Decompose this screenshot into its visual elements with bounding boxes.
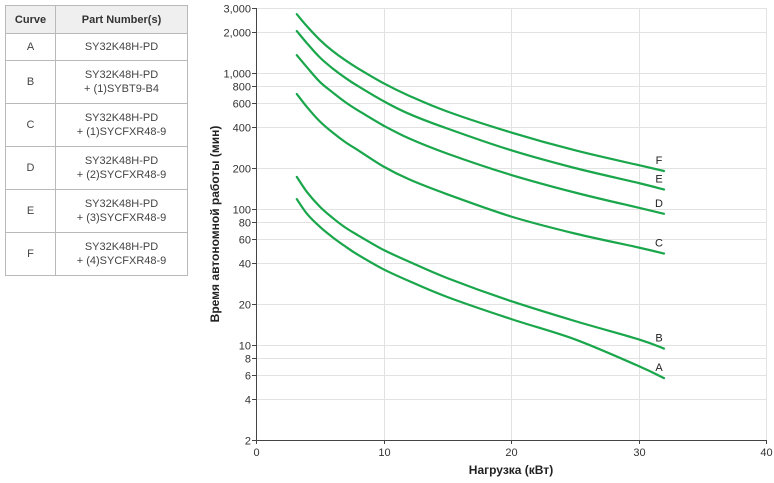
series-label-c: C (655, 238, 663, 250)
part-number-line: SY32K48H-PD (84, 241, 159, 253)
series-label-b: B (655, 333, 662, 345)
part-number-line: + (1)SYBT9-B4 (84, 83, 159, 95)
x-tick-label: 30 (633, 447, 645, 459)
legend-part-cell: SY32K48H-PD + (4)SYCFXR48-9 (55, 232, 188, 276)
x-tick-label: 20 (505, 447, 517, 459)
series-label-e: E (655, 173, 662, 185)
y-tick-label: 10 (239, 341, 251, 353)
legend-table: Curve Part Number(s) A SY32K48H-PD B SY3… (5, 5, 188, 276)
part-number-line: + (4)SYCFXR48-9 (76, 255, 167, 267)
legend-row: A SY32K48H-PD (5, 33, 188, 61)
legend-part-cell: SY32K48H-PD + (1)SYBT9-B4 (55, 60, 188, 104)
legend-curve-cell: A (5, 33, 56, 61)
y-tick-label: 200 (233, 164, 251, 176)
y-tick-label: 8 (245, 354, 251, 366)
y-tick-label: 3,000 (223, 4, 251, 16)
legend-row: B SY32K48H-PD + (1)SYBT9-B4 (5, 60, 188, 104)
series-label-f: F (656, 155, 663, 167)
series-line-e (295, 30, 666, 191)
series-line-b (295, 175, 666, 350)
y-tick-label: 1,000 (223, 69, 251, 81)
y-tick-label: 4 (245, 395, 251, 407)
x-tick-label: 0 (253, 447, 259, 459)
part-number-line: SY32K48H-PD (84, 112, 159, 124)
y-tick-label: 100 (233, 205, 251, 217)
series-line-a (295, 198, 666, 380)
legend-curve-cell: B (5, 60, 56, 104)
x-tick-label: 40 (760, 447, 772, 459)
legend-header-part-number: Part Number(s) (55, 5, 188, 34)
legend-header-row: Curve Part Number(s) (5, 5, 188, 34)
part-number-line: + (2)SYCFXR48-9 (76, 169, 167, 181)
legend-curve-cell: C (5, 103, 56, 147)
y-tick-label: 600 (233, 99, 251, 111)
y-tick-label: 80 (239, 218, 251, 230)
y-tick-label: 800 (233, 82, 251, 94)
y-tick-label: 6 (245, 371, 251, 383)
legend-part-cell: SY32K48H-PD (55, 33, 188, 61)
y-tick-label: 400 (233, 123, 251, 135)
legend-curve-cell: F (5, 232, 56, 276)
series-line-c (295, 92, 666, 255)
y-axis-title: Время автономной работы (мин) (208, 126, 222, 323)
legend-row: D SY32K48H-PD + (2)SYCFXR48-9 (5, 146, 188, 190)
part-number-line: SY32K48H-PD (84, 69, 159, 81)
y-tick-label: 2 (245, 436, 251, 448)
legend-row: E SY32K48H-PD + (3)SYCFXR48-9 (5, 189, 188, 233)
legend-part-cell: SY32K48H-PD + (3)SYCFXR48-9 (55, 189, 188, 233)
y-tick-label: 20 (239, 300, 251, 312)
legend-row: F SY32K48H-PD + (4)SYCFXR48-9 (5, 232, 188, 276)
y-tick-label: 40 (239, 259, 251, 271)
legend-row: C SY32K48H-PD + (1)SYCFXR48-9 (5, 103, 188, 147)
legend-part-cell: SY32K48H-PD + (1)SYCFXR48-9 (55, 103, 188, 147)
y-tick-label: 2,000 (223, 28, 251, 40)
series-label-d: D (655, 198, 663, 210)
legend-header-curve: Curve (5, 5, 56, 34)
legend-part-cell: SY32K48H-PD + (2)SYCFXR48-9 (55, 146, 188, 190)
part-number-line: + (1)SYCFXR48-9 (76, 126, 167, 138)
part-number-line: SY32K48H-PD (84, 155, 159, 167)
series-line-d (295, 54, 666, 215)
series-line-f (295, 13, 666, 173)
part-number-line: SY32K48H-PD (84, 41, 159, 53)
x-tick-label: 10 (378, 447, 390, 459)
part-number-line: SY32K48H-PD (84, 198, 159, 210)
y-tick-label: 60 (239, 235, 251, 247)
legend-curve-cell: E (5, 189, 56, 233)
x-axis-title: Нагрузка (кВт) (469, 463, 553, 477)
part-number-line: + (3)SYCFXR48-9 (76, 212, 167, 224)
series-label-a: A (655, 362, 663, 374)
